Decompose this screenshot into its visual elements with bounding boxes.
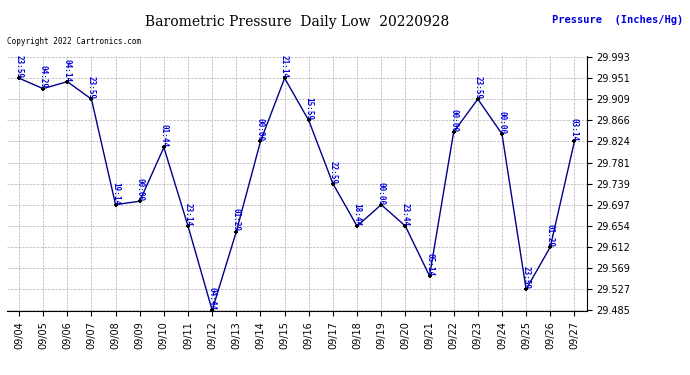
Text: 04:44: 04:44 xyxy=(208,287,217,310)
Point xyxy=(545,244,556,250)
Text: 00:00: 00:00 xyxy=(497,111,506,134)
Point xyxy=(207,307,218,313)
Point xyxy=(520,286,531,292)
Point xyxy=(255,138,266,144)
Point xyxy=(134,198,145,204)
Text: 19:14: 19:14 xyxy=(111,182,120,205)
Point xyxy=(182,223,193,229)
Text: 23:59: 23:59 xyxy=(87,76,96,99)
Text: 23:59: 23:59 xyxy=(522,266,531,290)
Text: 23:59: 23:59 xyxy=(14,55,23,78)
Point xyxy=(569,138,580,144)
Point xyxy=(448,129,460,135)
Point xyxy=(279,75,290,81)
Point xyxy=(472,96,483,102)
Text: 23:14: 23:14 xyxy=(184,203,193,226)
Text: 23:44: 23:44 xyxy=(401,203,410,226)
Text: 01:29: 01:29 xyxy=(546,224,555,247)
Text: 05:14: 05:14 xyxy=(425,253,434,276)
Point xyxy=(328,181,339,187)
Point xyxy=(110,202,121,208)
Text: 01:29: 01:29 xyxy=(232,209,241,231)
Point xyxy=(230,228,241,235)
Text: 23:59: 23:59 xyxy=(473,76,482,99)
Text: Barometric Pressure  Daily Low  20220928: Barometric Pressure Daily Low 20220928 xyxy=(145,15,448,29)
Point xyxy=(158,144,169,150)
Point xyxy=(303,117,314,123)
Point xyxy=(62,79,73,85)
Text: 04:14: 04:14 xyxy=(63,58,72,82)
Point xyxy=(86,96,97,102)
Text: 21:14: 21:14 xyxy=(280,55,289,78)
Text: 04:29: 04:29 xyxy=(39,66,48,88)
Text: Copyright 2022 Cartronics.com: Copyright 2022 Cartronics.com xyxy=(7,38,141,46)
Text: 15:59: 15:59 xyxy=(304,98,313,120)
Text: 03:14: 03:14 xyxy=(570,118,579,141)
Point xyxy=(497,131,508,137)
Text: 22:59: 22:59 xyxy=(328,160,337,184)
Text: 01:44: 01:44 xyxy=(159,124,168,147)
Point xyxy=(351,223,363,229)
Text: 18:44: 18:44 xyxy=(353,203,362,226)
Point xyxy=(400,223,411,229)
Point xyxy=(14,75,25,81)
Text: 00:00: 00:00 xyxy=(377,182,386,205)
Text: 00:00: 00:00 xyxy=(256,118,265,141)
Point xyxy=(37,86,48,92)
Point xyxy=(375,202,386,208)
Text: 00:00: 00:00 xyxy=(135,178,144,201)
Text: Pressure  (Inches/Hg): Pressure (Inches/Hg) xyxy=(552,15,683,25)
Point xyxy=(424,273,435,279)
Text: 00:00: 00:00 xyxy=(449,109,458,132)
